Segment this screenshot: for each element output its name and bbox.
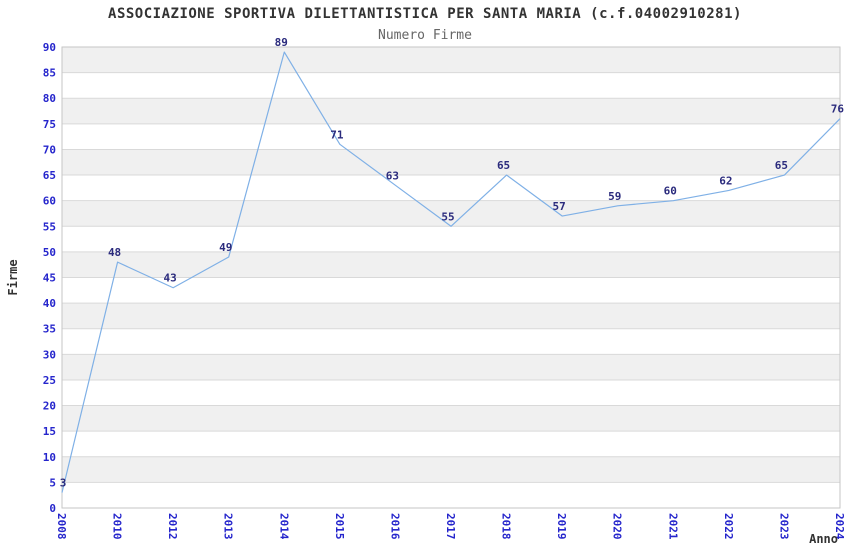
data-label: 48 — [108, 246, 121, 259]
y-tick-label: 15 — [43, 425, 56, 438]
x-tick-label: 2022 — [722, 513, 735, 540]
y-tick-label: 80 — [43, 92, 56, 105]
plot-border — [61, 46, 841, 509]
data-label: 59 — [608, 190, 621, 203]
x-tick-label: 2010 — [111, 513, 124, 540]
y-tick-label: 30 — [43, 348, 56, 361]
plot-band — [62, 149, 840, 176]
x-tick-label: 2021 — [666, 513, 679, 540]
plot-band — [62, 303, 840, 329]
plot-band — [62, 98, 840, 124]
x-tick-label: 2008 — [55, 513, 68, 540]
x-axis-title: Anno — [809, 532, 838, 546]
y-tick-label: 5 — [49, 476, 56, 489]
x-tick-label: 2012 — [166, 513, 179, 540]
y-tick-label: 65 — [43, 169, 56, 182]
x-tick-label: 2015 — [333, 513, 346, 540]
x-tick-label: 2018 — [500, 513, 513, 540]
y-tick-label: 25 — [43, 374, 56, 387]
data-label: 65 — [775, 159, 788, 172]
data-label: 76 — [831, 103, 845, 116]
chart-subtitle: Numero Firme — [378, 28, 472, 43]
data-label: 57 — [553, 200, 566, 213]
y-tick-label: 60 — [43, 195, 56, 208]
x-tick-label: 2016 — [388, 513, 401, 540]
y-tick-label: 45 — [43, 272, 56, 285]
y-tick-label: 40 — [43, 297, 56, 310]
y-tick-label: 70 — [43, 143, 56, 156]
y-tick-label: 55 — [43, 220, 56, 233]
data-label: 62 — [719, 174, 732, 187]
data-label: 3 — [60, 477, 67, 490]
plot-band — [62, 47, 840, 73]
data-label: 89 — [275, 36, 288, 49]
plot-band — [62, 405, 840, 432]
y-tick-label: 90 — [43, 41, 56, 54]
y-tick-label: 75 — [43, 118, 56, 131]
y-tick-label: 50 — [43, 246, 56, 259]
y-tick-label: 85 — [43, 67, 56, 80]
data-label: 63 — [386, 169, 399, 182]
x-tick-label: 2019 — [555, 513, 568, 540]
plot-band — [62, 251, 840, 278]
x-tick-label: 2024 — [833, 513, 846, 540]
y-tick-label: 35 — [43, 323, 56, 336]
x-tick-label: 2013 — [222, 513, 235, 540]
data-label: 71 — [330, 128, 344, 141]
y-tick-label: 20 — [43, 400, 56, 413]
data-label: 49 — [219, 241, 232, 254]
plot-band — [62, 456, 840, 483]
data-label: 55 — [441, 210, 454, 223]
data-label: 43 — [164, 272, 177, 285]
y-tick-label: 10 — [43, 451, 56, 464]
y-axis-title: Firme — [6, 259, 20, 295]
x-tick-label: 2014 — [277, 513, 290, 540]
plot-band — [62, 354, 840, 380]
data-label: 65 — [497, 159, 510, 172]
x-tick-label: 2017 — [444, 513, 457, 540]
chart-title: ASSOCIAZIONE SPORTIVA DILETTANTISTICA PE… — [108, 6, 742, 22]
x-tick-label: 2020 — [611, 513, 624, 540]
data-label: 60 — [664, 185, 677, 198]
x-tick-label: 2023 — [777, 513, 790, 540]
y-tick-label: 0 — [49, 502, 56, 515]
series-line — [61, 51, 841, 493]
plot-band — [62, 200, 840, 227]
